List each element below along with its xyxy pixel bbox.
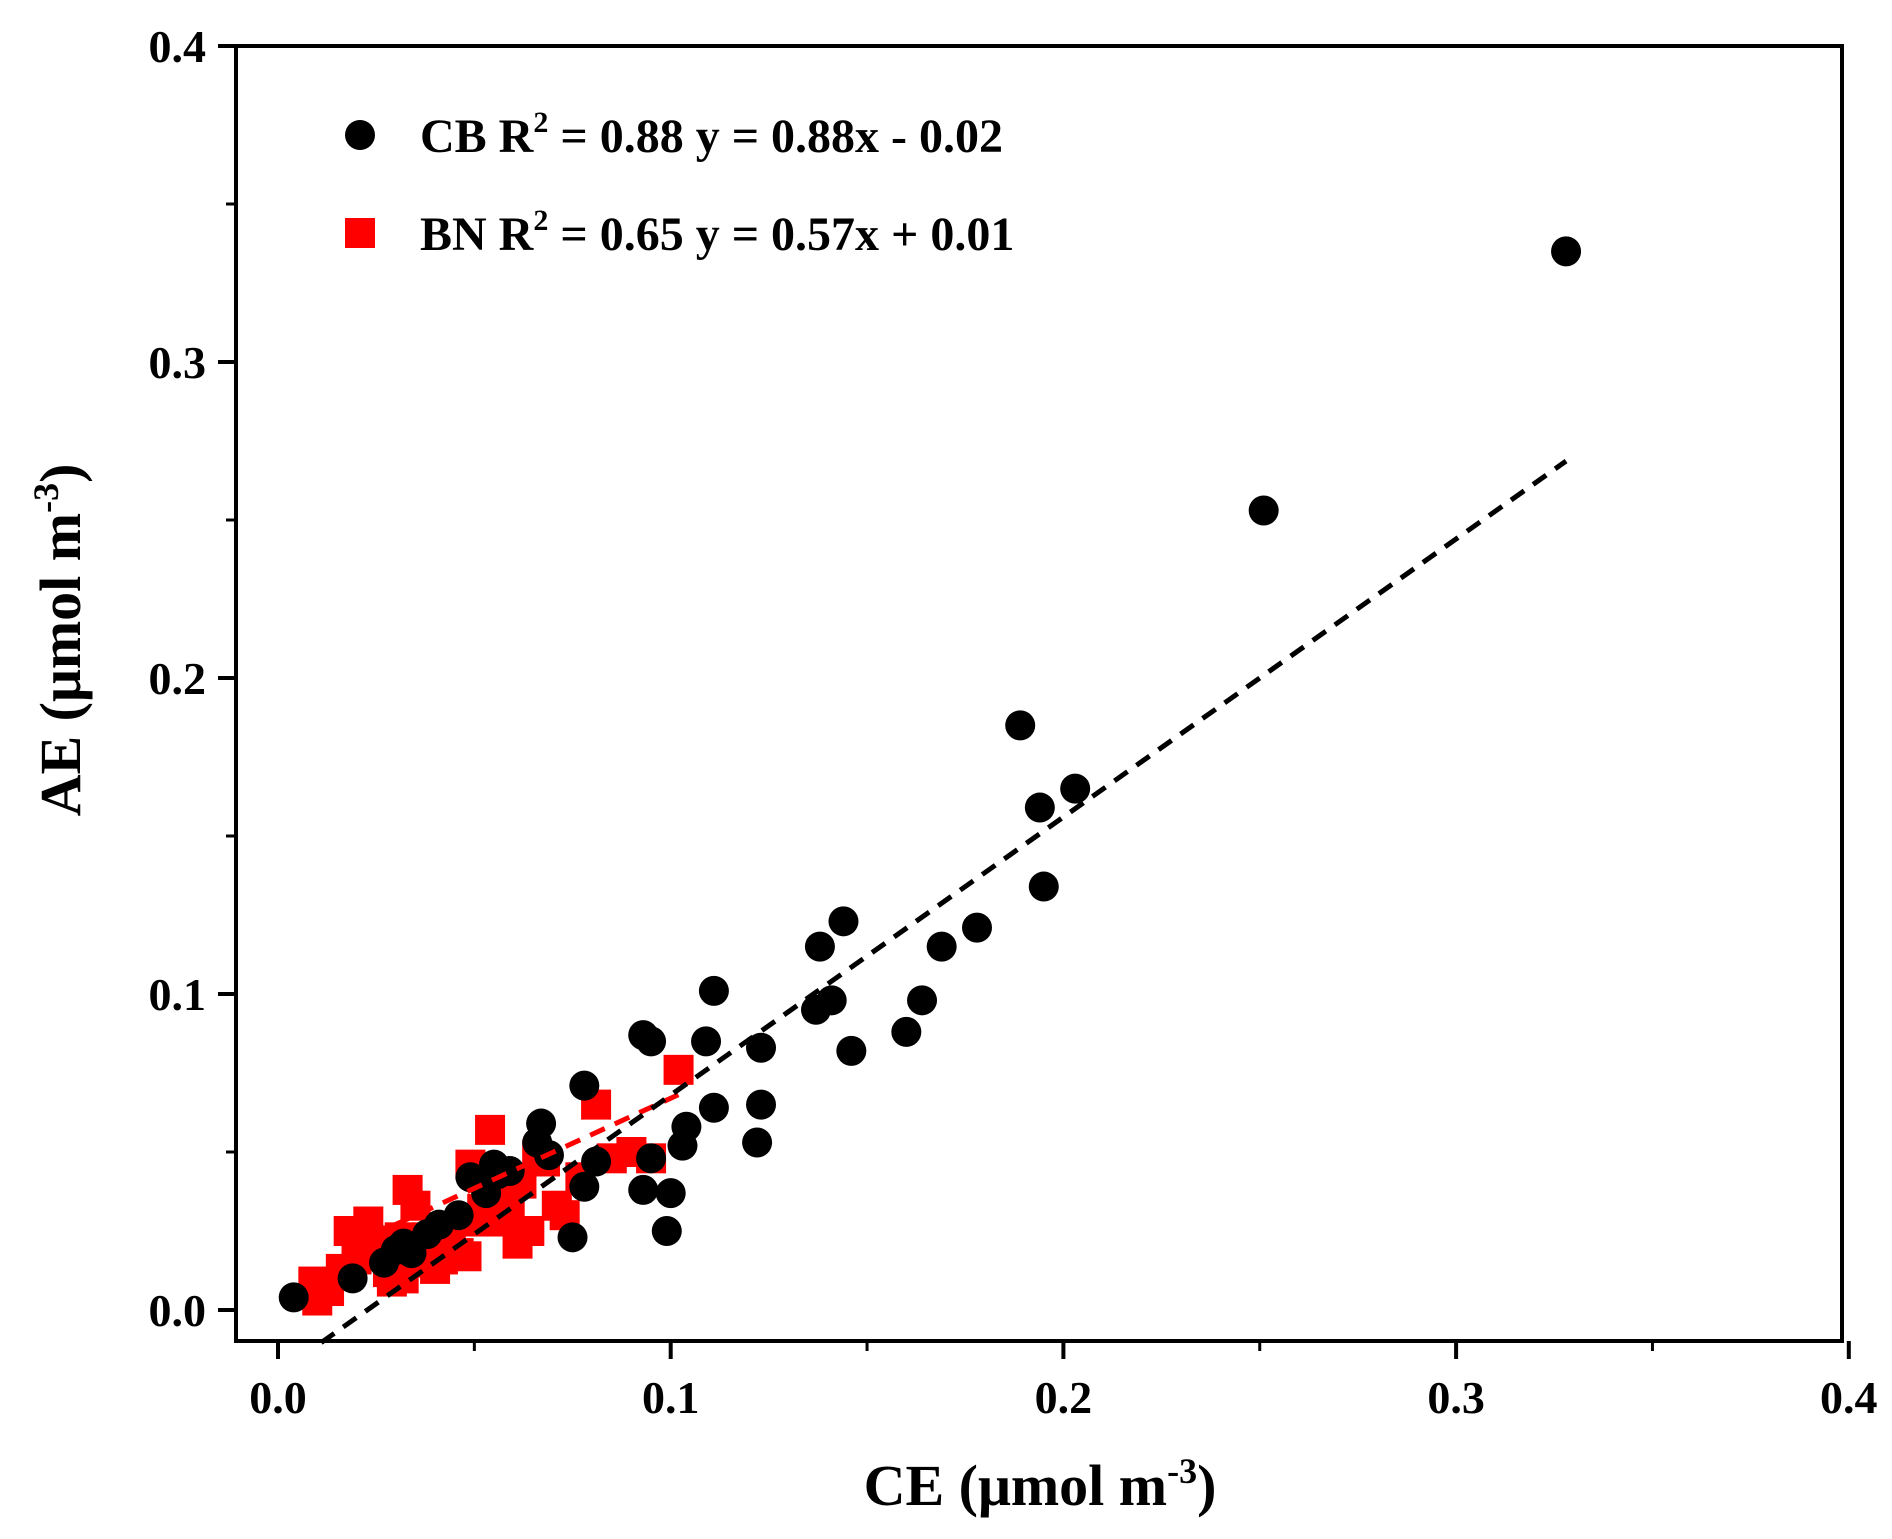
- bn-data-point: [514, 1216, 545, 1246]
- bn-data-point: [475, 1114, 506, 1145]
- bn-data-point: [663, 1054, 694, 1085]
- cb-data-point: [1024, 792, 1055, 823]
- y-axis-title: AE (μmol m-3): [26, 464, 93, 817]
- cb-data-point: [804, 931, 835, 962]
- cb-data-point: [816, 985, 847, 1016]
- axes: 0.0 0.1 0.2 0.3 0.4 0.0 0.1 0.2 0.3 0.4: [149, 21, 1878, 1423]
- cb-data-point: [1248, 495, 1279, 526]
- legend-marker-bn: [345, 218, 375, 248]
- cb-data-point: [557, 1222, 588, 1253]
- cb-data-point: [494, 1155, 525, 1186]
- x-tick-label: 0.0: [249, 1372, 307, 1423]
- x-tick-label: 0.2: [1035, 1372, 1093, 1423]
- legend-label-cb: CB R2 = 0.88 y = 0.88x - 0.02: [420, 106, 1003, 163]
- cb-data-point: [828, 906, 859, 937]
- cb-data-point: [569, 1070, 600, 1101]
- cb-fit-line: [319, 459, 1568, 1345]
- axis-titles: CE (μmol m-3) AE (μmol m-3): [26, 464, 1216, 1518]
- cb-data-point: [698, 975, 729, 1006]
- legend-marker-cb: [345, 120, 375, 150]
- cb-data-point: [742, 1127, 773, 1158]
- x-tick-label: 0.3: [1427, 1372, 1485, 1423]
- cb-data-point: [636, 1143, 667, 1174]
- cb-data-point: [1551, 236, 1582, 267]
- x-axis-title: CE (μmol m-3): [864, 1451, 1217, 1518]
- cb-data-point: [1060, 773, 1091, 804]
- cb-data-point: [836, 1035, 867, 1066]
- bn-data-point: [400, 1190, 431, 1221]
- plot-frame: [234, 44, 1844, 1343]
- cb-data-point: [698, 1092, 729, 1123]
- cb-data-point: [926, 931, 957, 962]
- y-tick-label: 0.0: [149, 1285, 207, 1336]
- cb-data-point: [907, 985, 938, 1016]
- cb-data-point: [526, 1108, 557, 1139]
- cb-data-point: [337, 1263, 368, 1294]
- y-tick-label: 0.1: [149, 969, 207, 1020]
- cb-data-point: [962, 912, 993, 943]
- x-tick-label: 0.4: [1820, 1372, 1878, 1423]
- legend-label-bn: BN R2 = 0.65 y = 0.57x + 0.01: [420, 204, 1014, 261]
- bn-fit-line: [343, 1090, 684, 1251]
- cb-data-point: [628, 1174, 659, 1205]
- y-tick-label: 0.2: [149, 653, 207, 704]
- cb-data-point: [746, 1089, 777, 1120]
- cb-data-point: [891, 1016, 922, 1047]
- cb-data-point: [636, 1026, 667, 1057]
- cb-data-point: [691, 1026, 722, 1057]
- cb-data-point: [746, 1032, 777, 1063]
- cb-data-point: [671, 1111, 702, 1142]
- regression-lines: [319, 459, 1568, 1345]
- legend: CB R2 = 0.88 y = 0.88x - 0.02 BN R2 = 0.6…: [345, 106, 1014, 261]
- cb-data-point: [278, 1282, 309, 1313]
- cb-data-point: [1005, 710, 1036, 741]
- x-tick-label: 0.1: [642, 1372, 700, 1423]
- cb-data-point: [443, 1200, 474, 1231]
- cb-data-point: [1028, 871, 1059, 902]
- y-tick-label: 0.4: [149, 21, 207, 72]
- cb-data-point: [655, 1178, 686, 1209]
- cb-data-point: [569, 1171, 600, 1202]
- cb-data-point: [651, 1216, 682, 1246]
- y-tick-label: 0.3: [149, 337, 207, 388]
